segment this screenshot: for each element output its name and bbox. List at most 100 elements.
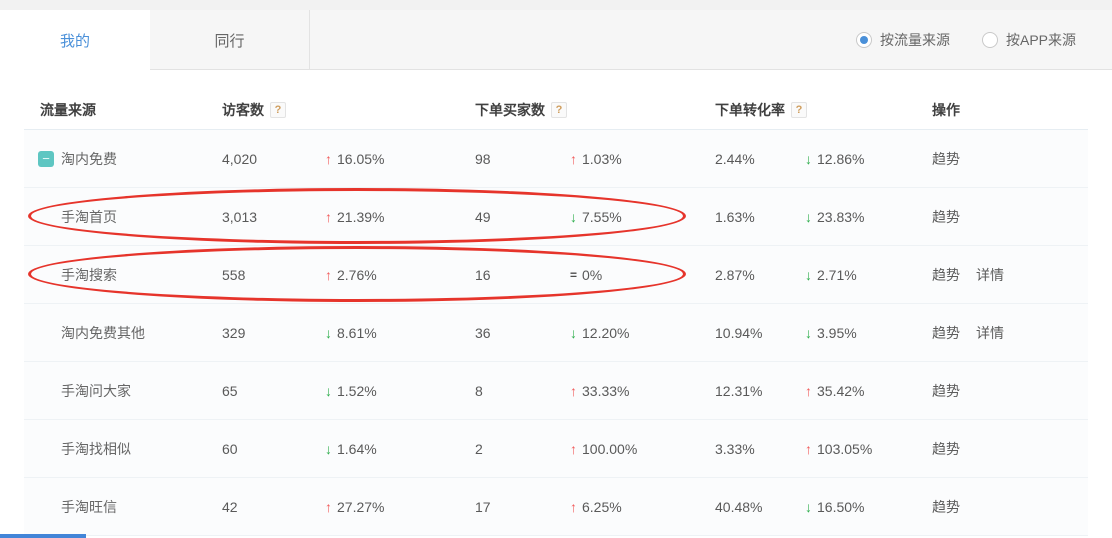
trend-arrow-icon: ↑: [325, 266, 332, 283]
view-mode-radio-group: 按流量来源 按APP来源: [855, 10, 1112, 70]
conversion-change: ↓ 16.50%: [805, 499, 932, 515]
change-percent: 12.20%: [582, 324, 630, 341]
column-header-order-buyers: 下单买家数 ?: [475, 100, 715, 120]
trend-arrow-icon: ↓: [805, 150, 812, 167]
trend-arrow-icon: ↑: [570, 382, 577, 399]
change-percent: 35.42%: [817, 382, 865, 399]
traffic-source-cell: 手淘首页: [24, 207, 222, 227]
collapse-minus-icon[interactable]: −: [38, 150, 54, 167]
conversion-change: ↓ 12.86%: [805, 151, 932, 167]
action-link[interactable]: 趋势: [932, 266, 960, 283]
trend-arrow-icon: ↓: [805, 324, 812, 341]
table-row: 手淘找相似 60 ↓ 1.64% 2 ↑ 100.00% 3.33% ↑ 103…: [24, 420, 1088, 478]
radio-unselected-icon: [981, 32, 998, 48]
buyers-change: ↑ 33.33%: [570, 383, 715, 399]
change-percent: 1.64%: [337, 440, 377, 457]
action-link[interactable]: 趋势: [932, 150, 960, 167]
trend-arrow-icon: ↑: [805, 440, 812, 457]
buyers-change: ↑ 1.03%: [570, 151, 715, 167]
visitors-value: 65: [222, 382, 238, 399]
action-link[interactable]: 趋势: [932, 498, 960, 515]
tab-peers[interactable]: 同行: [150, 10, 310, 70]
trend-arrow-icon: ↑: [570, 150, 577, 167]
visitors-value: 558: [222, 266, 246, 283]
change-percent: 21.39%: [337, 208, 385, 225]
change-percent: 27.27%: [337, 498, 385, 515]
visitors-change: ↑ 16.05%: [325, 151, 475, 167]
change-percent: 7.55%: [582, 208, 622, 225]
tab-mine[interactable]: 我的: [0, 10, 150, 71]
visitors-change: ↑ 21.39%: [325, 209, 475, 225]
change-percent: 16.50%: [817, 498, 865, 515]
traffic-source-name: 手淘首页: [61, 208, 117, 225]
action-link[interactable]: 趋势: [932, 208, 960, 225]
help-icon[interactable]: ?: [551, 101, 567, 118]
row-actions: 趋势: [932, 149, 1088, 169]
trend-arrow-icon: =: [570, 267, 578, 282]
change-percent: 100.00%: [582, 440, 638, 457]
traffic-source-name: 手淘旺信: [61, 498, 117, 515]
table-row: 手淘搜索 558 ↑ 2.76% 16 = 0% 2.87% ↓ 2.71% 趋…: [24, 246, 1088, 304]
help-icon[interactable]: ?: [791, 101, 807, 118]
action-link[interactable]: 趋势: [932, 382, 960, 399]
action-link[interactable]: 趋势: [932, 324, 960, 341]
conversion-value: 1.63%: [715, 208, 755, 225]
change-percent: 103.05%: [817, 440, 873, 457]
bottom-accent-bar: [0, 534, 86, 538]
traffic-source-cell: 手淘搜索: [24, 265, 222, 285]
buyers-value: 2: [475, 440, 483, 457]
trend-arrow-icon: ↓: [570, 208, 577, 225]
table-header: 流量来源 访客数 ? 下单买家数 ? 下单转化率 ? 操作: [24, 90, 1088, 130]
change-percent: 0%: [582, 266, 603, 283]
conversion-value: 40.48%: [715, 498, 763, 515]
column-header-traffic-source: 流量来源: [40, 101, 96, 118]
trend-arrow-icon: ↓: [805, 266, 812, 283]
buyers-change: ↓ 12.20%: [570, 325, 715, 341]
conversion-change: ↑ 103.05%: [805, 441, 932, 457]
visitors-change: ↓ 1.64%: [325, 441, 475, 457]
buyers-value: 8: [475, 382, 483, 399]
traffic-source-name: 淘内免费其他: [61, 324, 145, 341]
trend-arrow-icon: ↓: [570, 324, 577, 341]
column-header-actions: 操作: [932, 101, 960, 118]
action-link[interactable]: 详情: [976, 266, 1004, 283]
action-link[interactable]: 详情: [976, 324, 1004, 341]
change-percent: 8.61%: [337, 324, 377, 341]
change-percent: 3.95%: [817, 324, 857, 341]
radio-label: 按流量来源: [879, 32, 950, 48]
action-link[interactable]: 趋势: [932, 440, 960, 457]
help-icon[interactable]: ?: [270, 101, 286, 118]
trend-arrow-icon: ↓: [325, 324, 332, 341]
conversion-change: ↓ 3.95%: [805, 325, 932, 341]
trend-arrow-icon: ↑: [570, 440, 577, 457]
visitors-value: 60: [222, 440, 238, 457]
buyers-value: 98: [475, 150, 491, 167]
change-percent: 6.25%: [582, 498, 622, 515]
trend-arrow-icon: ↑: [570, 498, 577, 515]
row-actions: 趋势: [932, 497, 1088, 517]
trend-arrow-icon: ↓: [325, 382, 332, 399]
radio-by-traffic-source[interactable]: 按流量来源: [855, 30, 950, 50]
change-percent: 2.71%: [817, 266, 857, 283]
change-percent: 12.86%: [817, 150, 865, 167]
column-header-label: 下单买家数: [475, 101, 545, 118]
trend-arrow-icon: ↑: [325, 208, 332, 225]
conversion-value: 3.33%: [715, 440, 755, 457]
radio-selected-icon: [855, 32, 872, 48]
traffic-source-cell: 手淘旺信: [24, 497, 222, 517]
buyers-change: = 0%: [570, 267, 715, 283]
change-percent: 1.52%: [337, 382, 377, 399]
row-actions: 趋势: [932, 207, 1088, 227]
change-percent: 33.33%: [582, 382, 630, 399]
conversion-value: 2.44%: [715, 150, 755, 167]
table-row: − 淘内免费 4,020 ↑ 16.05% 98 ↑ 1.03% 2.44% ↓…: [24, 130, 1088, 188]
traffic-source-name: 手淘找相似: [61, 440, 131, 457]
radio-by-app-source[interactable]: 按APP来源: [981, 30, 1076, 50]
traffic-source-cell: 淘内免费其他: [24, 323, 222, 343]
row-actions: 趋势: [932, 381, 1088, 401]
traffic-source-name: 手淘问大家: [61, 382, 131, 399]
visitors-change: ↑ 2.76%: [325, 267, 475, 283]
trend-arrow-icon: ↑: [805, 382, 812, 399]
column-header-conversion-rate: 下单转化率 ?: [715, 100, 932, 120]
